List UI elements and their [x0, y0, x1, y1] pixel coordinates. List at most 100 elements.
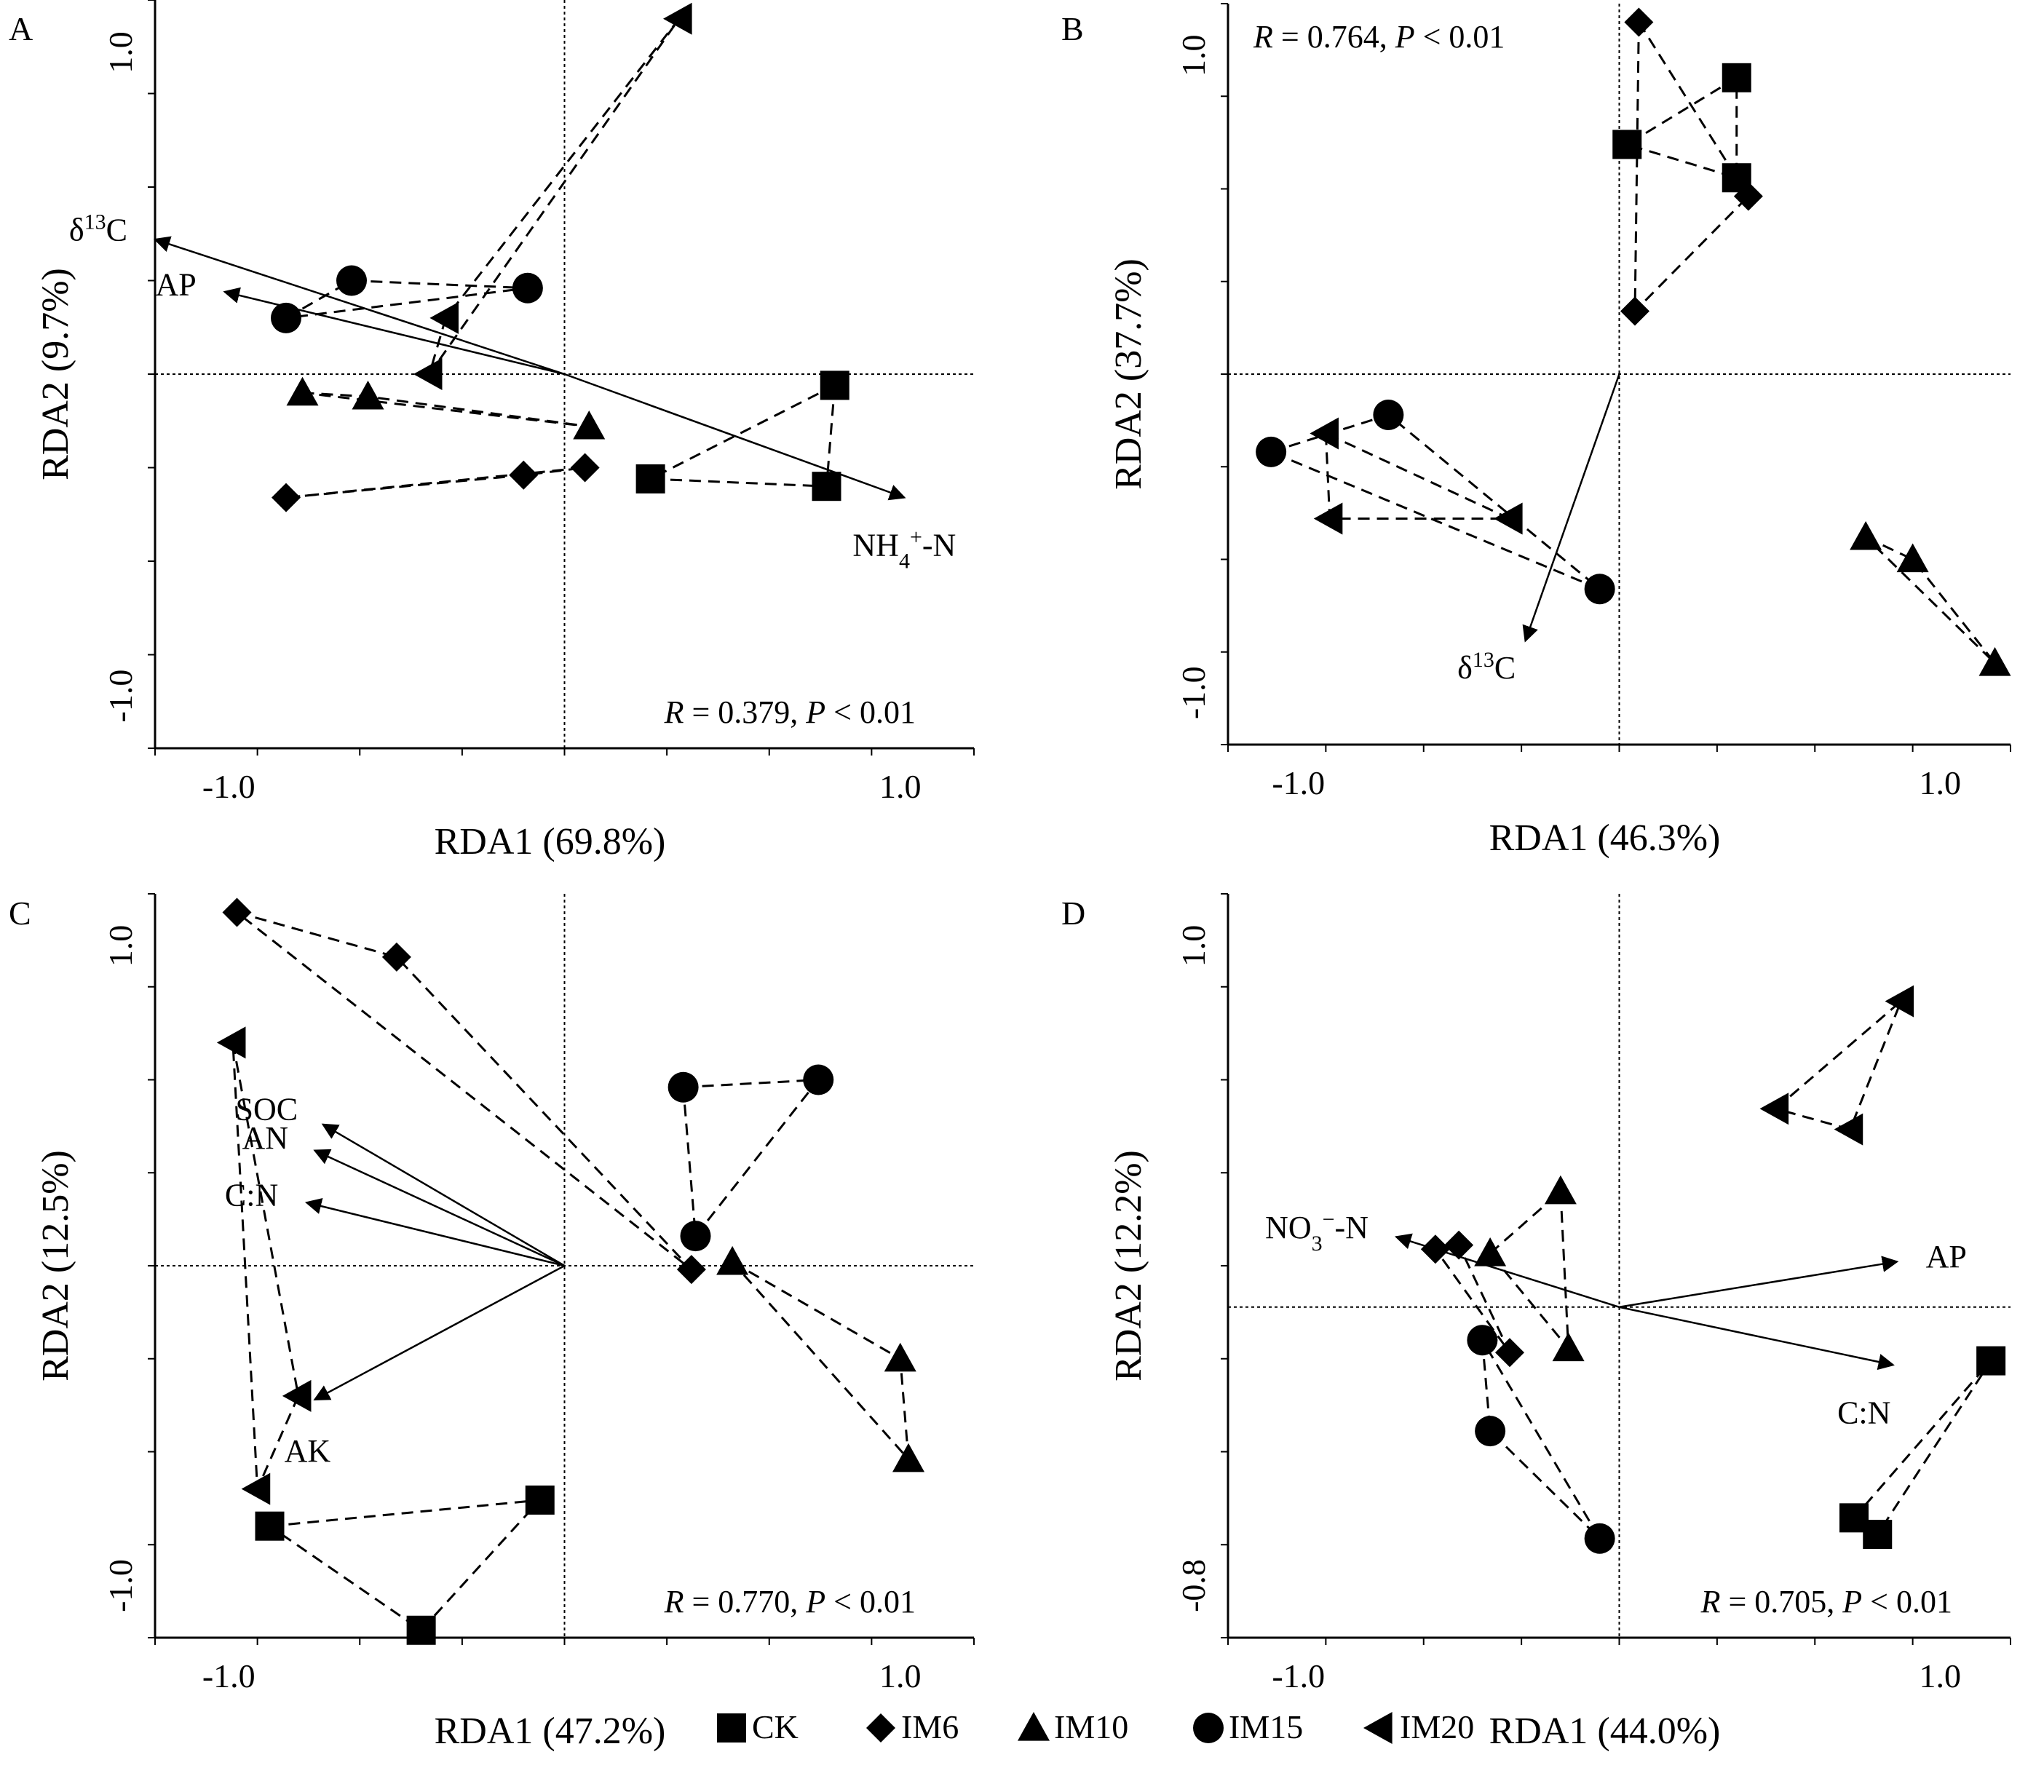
legend-marker-im20: [1363, 1712, 1393, 1744]
point-im20: [1313, 502, 1343, 535]
x-tick-label: 1.0: [1920, 1657, 1962, 1694]
point-im6: [1420, 1234, 1450, 1264]
hull-im10: [1865, 536, 1996, 665]
arrow-ap: [1619, 1256, 1899, 1309]
hull-im20: [1324, 432, 1510, 520]
x-axis-title: RDA1 (46.3%): [1489, 817, 1721, 859]
y-tick-label: -1.0: [1175, 666, 1212, 719]
point-im20: [413, 358, 443, 390]
hull-im6: [1633, 18, 1750, 314]
point-ck: [406, 1615, 436, 1645]
arrow-soc: [321, 1123, 566, 1267]
arrow-label: SOC: [236, 1092, 298, 1127]
legend-label: CK: [752, 1708, 799, 1745]
y-axis-title: RDA2 (9.7%): [35, 268, 76, 480]
hull-im20: [1773, 1000, 1902, 1131]
y-tick-label: -0.8: [1175, 1559, 1212, 1612]
point-im6: [1620, 296, 1649, 326]
arrow-label: δ13C: [1457, 648, 1516, 686]
panel-b: -1.0 1.0 -1.0 1.0 RDA1 (46.3%) RDA2 (37.7%) Bδ…: [1061, 3, 2011, 859]
panel-label: A: [9, 10, 33, 47]
panel-d: -1.0 1.0 -0.8 1.0 RDA1 (44.0%) RDA2 (12.2%) D N…: [1061, 893, 2011, 1752]
point-im20: [1834, 1113, 1863, 1146]
hull-im20: [231, 1042, 300, 1490]
point-im6: [1495, 1338, 1524, 1368]
point-ck: [255, 1511, 285, 1541]
point-im20: [216, 1026, 246, 1059]
hull-ck: [1852, 1360, 1992, 1537]
point-im20: [282, 1379, 312, 1412]
arrow-c-n: [1619, 1306, 1895, 1371]
arrow-label: AP: [1926, 1239, 1967, 1274]
point-im15: [1584, 1523, 1615, 1554]
point-im10: [1544, 1175, 1577, 1205]
legend-marker-im15: [1193, 1713, 1224, 1743]
arrow-label: C:N: [225, 1178, 278, 1213]
y-tick-label: -1.0: [102, 670, 139, 723]
hull-im20: [428, 17, 681, 375]
point-im10: [1850, 520, 1882, 550]
arrow-label: NH4+-N: [852, 525, 956, 573]
point-ck: [1976, 1346, 2006, 1376]
point-im20: [429, 301, 459, 334]
point-im10: [884, 1342, 916, 1372]
hull-im15: [1481, 1339, 1601, 1539]
panel-label: C: [9, 895, 31, 932]
x-tick-label: -1.0: [1272, 764, 1325, 801]
point-im20: [663, 2, 692, 35]
legend-item-im20: IM20: [1363, 1708, 1474, 1745]
arrow-label: AP: [155, 267, 196, 303]
point-im10: [1978, 647, 2011, 676]
point-im6: [676, 1255, 706, 1285]
point-im20: [1494, 502, 1523, 535]
panel-c: -1.0 1.0 -1.0 1.0 RDA1 (47.2%) RDA2 (12.5%) C S…: [9, 893, 975, 1752]
x-tick-label: 1.0: [1920, 764, 1962, 801]
point-im15: [1373, 399, 1404, 430]
hull-im6: [285, 467, 585, 499]
rda-panels: -1.0 1.0 -1.0 1.0 RDA1 (69.8%) RDA2 (9.7%) Aδ1…: [9, 0, 2011, 1752]
legend-label: IM10: [1054, 1708, 1128, 1745]
point-im6: [381, 942, 411, 972]
stat-annotation: R = 0.379, P < 0.01: [664, 694, 916, 730]
point-im10: [1552, 1332, 1585, 1362]
point-im20: [1885, 985, 1914, 1018]
hull-im15: [682, 1078, 821, 1240]
arrow-nh-n: [564, 373, 906, 501]
point-ck: [525, 1485, 555, 1515]
point-im15: [336, 265, 367, 296]
point-im15: [803, 1064, 834, 1095]
y-axis-title: RDA2 (37.7%): [1108, 258, 1149, 490]
point-ck: [1863, 1520, 1893, 1550]
point-im10: [286, 376, 319, 406]
hull-im10: [1489, 1189, 1570, 1352]
x-tick-label: 1.0: [879, 768, 922, 805]
point-im6: [1733, 181, 1763, 211]
hull-im6: [236, 911, 692, 1271]
point-im6: [570, 453, 600, 483]
point-im6: [1444, 1230, 1474, 1260]
point-im10: [1474, 1237, 1507, 1266]
point-im6: [509, 460, 539, 490]
point-im20: [241, 1472, 271, 1505]
arrow-label: δ13C: [69, 210, 127, 248]
arrow-ak: [313, 1264, 566, 1401]
point-im15: [680, 1221, 711, 1252]
y-tick-label: 1.0: [1175, 35, 1212, 77]
hull-im15: [285, 279, 528, 320]
point-im15: [1584, 574, 1615, 605]
point-ck: [1722, 63, 1751, 92]
point-im6: [272, 483, 301, 512]
arrow-label: C:N: [1837, 1395, 1890, 1430]
point-im15: [1475, 1416, 1506, 1447]
x-tick-label: 1.0: [879, 1657, 922, 1694]
legend-label: IM6: [901, 1708, 959, 1745]
point-ck: [1612, 130, 1642, 159]
arrow-label: NO3−-N: [1265, 1208, 1368, 1256]
hull-im6: [1433, 1243, 1511, 1354]
point-im15: [1467, 1325, 1498, 1356]
hull-im10: [302, 392, 590, 428]
legend-label: IM15: [1229, 1708, 1303, 1745]
hull-ck: [266, 1499, 543, 1632]
panel-label: D: [1061, 895, 1085, 932]
